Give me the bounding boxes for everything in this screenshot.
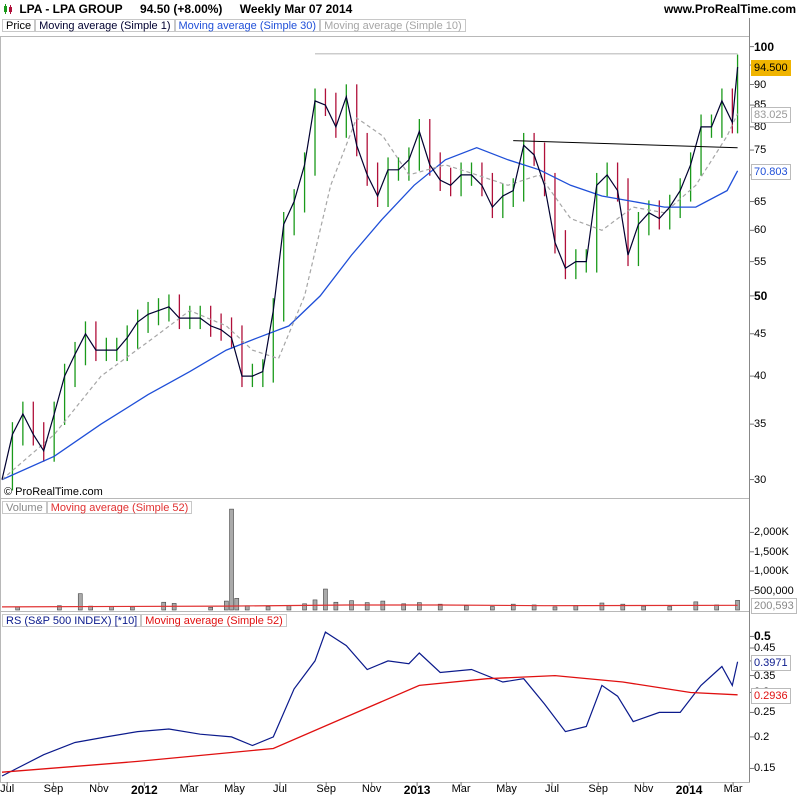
series-trend (513, 140, 738, 149)
price-legend: Price Moving average (Simple 1) Moving a… (2, 19, 466, 32)
volume-bar (229, 508, 234, 611)
x-tick-label: May (496, 783, 517, 795)
volume-bar (417, 602, 422, 611)
panel-frame (0, 611, 750, 783)
volume-bar (265, 606, 271, 611)
series-rs_ma (1, 674, 738, 773)
instrument-name: LPA - LPA GROUP (19, 2, 123, 16)
volume-bar (641, 605, 646, 611)
rs-tick-label: 0.45 (754, 642, 776, 654)
series-sma30 (1, 147, 739, 481)
volume-bar (510, 603, 516, 611)
legend-rs[interactable]: RS (S&P 500 INDEX) [*10] (2, 614, 142, 627)
rs-tick-label: 0.2 (754, 730, 770, 743)
price-change: 94.50 (+8.00%) (140, 2, 223, 16)
volume-ma-line (1, 604, 738, 608)
volume-bar (333, 601, 339, 611)
x-tick-label: Mar (179, 783, 199, 795)
x-tick-label: Sep (588, 783, 608, 795)
price-tag-sma10: 83.025 (751, 106, 791, 123)
rs-tag-rs_ma: 0.2936 (751, 687, 791, 704)
volume-legend: Volume Moving average (Simple 52) (2, 501, 193, 514)
chart-header: LPA - LPA GROUP 94.50 (+8.00%) Weekly Ma… (4, 2, 366, 16)
interval-date: Weekly Mar 07 2014 (239, 2, 353, 16)
volume-bar (401, 603, 406, 611)
copyright: © ProRealTime.com (4, 486, 103, 498)
x-tick-label: Mar (451, 783, 471, 795)
volume-bar (437, 603, 443, 611)
x-tick-label: Jul (272, 783, 287, 795)
rs-tick-label: 0.5 (754, 629, 771, 644)
volume-bar (552, 606, 558, 611)
legend-sma30[interactable]: Moving average (Simple 30) (174, 19, 321, 32)
x-tick-label: Sep (43, 783, 64, 795)
volume-bar (57, 605, 62, 611)
rs-tick-label: 0.25 (754, 706, 776, 719)
price-tag-sma30: 70.803 (751, 163, 791, 180)
panel-frame (0, 36, 750, 499)
rs-legend: RS (S&P 500 INDEX) [*10] Moving average … (2, 614, 287, 627)
price-tick-label: 80 (754, 120, 767, 133)
panel-frame (0, 498, 750, 612)
price-tick-label: 40 (754, 370, 767, 383)
volume-bar (490, 606, 495, 611)
series-rs (1, 631, 739, 777)
series-sma1 (1, 66, 739, 480)
volume-bar (463, 605, 469, 611)
rs-tick-label: 0.15 (754, 762, 776, 775)
volume-bar (323, 588, 328, 611)
volume-bar (208, 606, 213, 611)
x-tick-label: Mar (723, 783, 743, 795)
candlestick-logo-icon (4, 4, 12, 14)
price-tick-label: 45 (754, 327, 767, 340)
legend-volume[interactable]: Volume (2, 501, 47, 514)
price-tick-label: 55 (754, 255, 767, 268)
legend-rs-ma[interactable]: Moving average (Simple 52) (141, 614, 287, 627)
price-tick-label: 65 (754, 195, 767, 208)
x-tick-label: Jul (544, 783, 560, 795)
x-tick-label: Nov (633, 783, 654, 795)
volume-tick-label: 2,000K (754, 526, 789, 539)
x-tick-label: Jul (0, 783, 15, 795)
volume-bar (77, 593, 83, 611)
price-tick-label: 100 (754, 39, 775, 54)
volume-bar (130, 606, 135, 611)
volume-bar (234, 598, 240, 611)
price-tick-label: 50 (754, 288, 768, 303)
series-sma10 (1, 113, 739, 481)
x-tick-label: 2014 (675, 783, 703, 797)
x-tick-label: Nov (361, 783, 382, 795)
legend-sma1[interactable]: Moving average (Simple 1) (35, 19, 175, 32)
rs-tick-label: 0.35 (754, 669, 776, 682)
price-tick-label: 60 (754, 224, 767, 237)
rs-tag-rs: 0.3971 (751, 654, 791, 671)
price-tick-label: 35 (754, 418, 767, 431)
volume-bar (302, 603, 307, 611)
x-tick-label: Nov (89, 783, 109, 795)
volume-tick-label: 1,500K (754, 545, 789, 558)
site-url: www.ProRealTime.com (663, 2, 796, 16)
legend-price[interactable]: Price (2, 19, 36, 32)
x-tick-label: Sep (316, 783, 336, 795)
price-tick-label: 90 (754, 78, 767, 91)
volume-bar (531, 604, 537, 611)
volume-tick-label: 500,000 (754, 584, 794, 597)
x-tick-label: May (224, 783, 245, 795)
volume-bar (620, 603, 626, 611)
volume-bar (667, 606, 673, 611)
price-tick-label: 30 (754, 473, 767, 486)
price-tag-last: 94.500 (751, 59, 791, 76)
x-tick-label: 2013 (403, 783, 431, 797)
volume-bar (599, 602, 605, 611)
volume-bar (364, 602, 370, 611)
volume-tick-label: 1,000K (754, 565, 789, 578)
legend-sma10[interactable]: Moving average (Simple 10) (320, 19, 466, 32)
price-tick-label: 75 (754, 144, 767, 157)
legend-volume-ma[interactable]: Moving average (Simple 52) (46, 501, 193, 514)
volume-last-tag: 200,593 (751, 598, 797, 615)
x-tick-label: 2012 (130, 783, 158, 797)
